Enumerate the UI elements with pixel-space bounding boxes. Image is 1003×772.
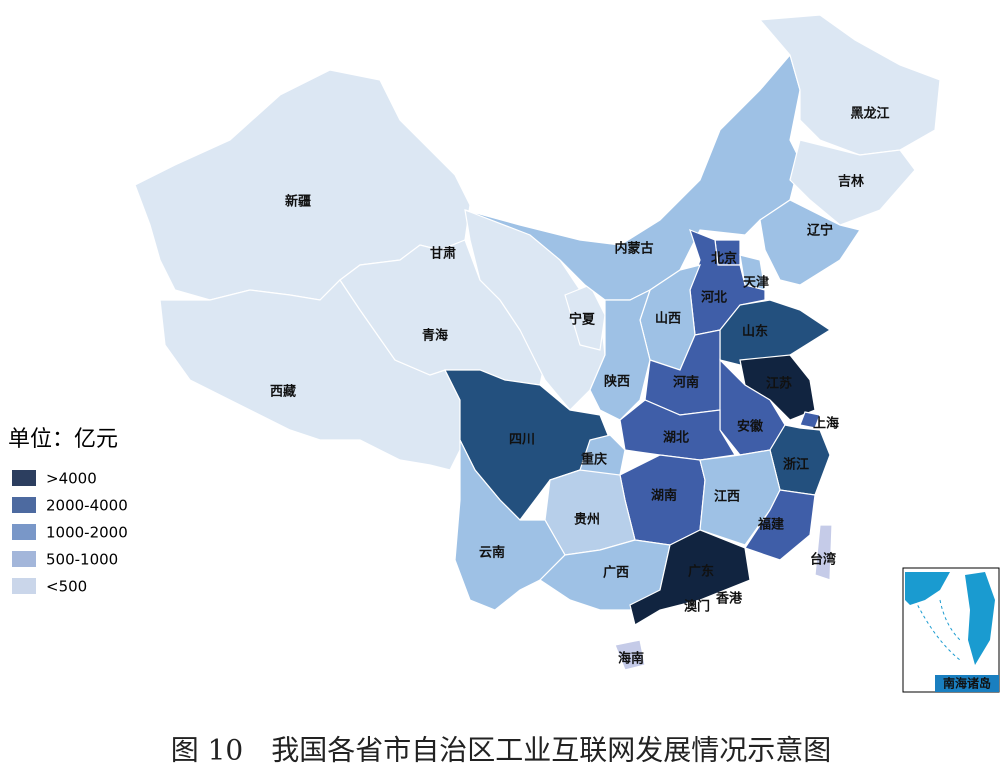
region-label: 海南 — [618, 651, 644, 667]
legend-swatch — [12, 578, 36, 594]
region — [629, 529, 751, 626]
region-label: 辽宁 — [807, 223, 833, 239]
region — [759, 199, 861, 286]
legend-label: 1000-2000 — [46, 524, 128, 542]
region-label: 广西 — [603, 565, 629, 581]
legend-swatch — [12, 470, 36, 486]
region-label: 上海 — [813, 416, 839, 432]
unit-label: 单位：亿元 — [8, 427, 118, 452]
inset-label-bg — [935, 675, 999, 692]
region-label: 黑龙江 — [850, 106, 889, 122]
region-label: 山西 — [655, 311, 681, 327]
region-label: 湖南 — [651, 488, 677, 504]
region-label: 青海 — [422, 328, 448, 344]
region-label: 内蒙古 — [614, 241, 653, 257]
inset-border — [914, 599, 961, 661]
region-label: 甘肃 — [430, 246, 456, 262]
inset-land — [905, 572, 950, 605]
region-label: 河南 — [673, 375, 699, 391]
legend-swatch — [12, 551, 36, 567]
legend-swatch — [12, 497, 36, 513]
caption: 图 10 我国各省市自治区工业互联网发展情况示意图 — [171, 734, 832, 767]
region-label: 福建 — [757, 517, 784, 533]
legend-label: >4000 — [46, 470, 97, 488]
region-label: 重庆 — [581, 452, 607, 468]
inset: 南海诸岛 — [902, 567, 1000, 693]
region-label: 四川 — [509, 433, 535, 448]
region-label: 山东 — [742, 324, 768, 340]
region-label: 云南 — [479, 545, 505, 561]
region — [789, 139, 916, 226]
special-region-label: 澳门 — [684, 599, 710, 615]
special-region-label: 香港 — [715, 591, 743, 607]
region-label: 安徽 — [737, 419, 764, 435]
regions — [134, 14, 941, 671]
region — [799, 411, 821, 429]
region-label: 浙江 — [783, 457, 809, 473]
region — [719, 299, 832, 371]
region-label: 湖北 — [663, 431, 689, 446]
region — [619, 399, 736, 461]
inset-land — [965, 572, 995, 665]
region-label: 贵州 — [574, 512, 600, 528]
region-label: 吉林 — [838, 174, 864, 190]
region-label: 广东 — [688, 564, 714, 580]
region-label: 江西 — [714, 489, 740, 505]
region-label: 新疆 — [285, 194, 311, 210]
region-label: 宁夏 — [569, 312, 596, 328]
inset-label: 南海诸岛 — [943, 676, 991, 691]
region-label: 江苏 — [766, 376, 792, 392]
legend-swatch — [12, 524, 36, 540]
region-label: 台湾 — [810, 552, 836, 568]
region — [814, 524, 833, 581]
region — [589, 288, 652, 421]
region — [564, 284, 606, 351]
region-label: 北京 — [711, 251, 737, 267]
region-label: 河北 — [701, 290, 727, 306]
region-label: 陕西 — [604, 374, 630, 390]
region-label: 西藏 — [270, 384, 296, 400]
legend: >4000 2000-4000 1000-2000 500-1000 <500 — [12, 470, 128, 596]
legend-label: 2000-4000 — [46, 497, 128, 515]
region — [614, 639, 646, 671]
legend-label: <500 — [46, 578, 87, 596]
region-label: 天津 — [743, 275, 769, 291]
legend-label: 500-1000 — [46, 551, 118, 569]
